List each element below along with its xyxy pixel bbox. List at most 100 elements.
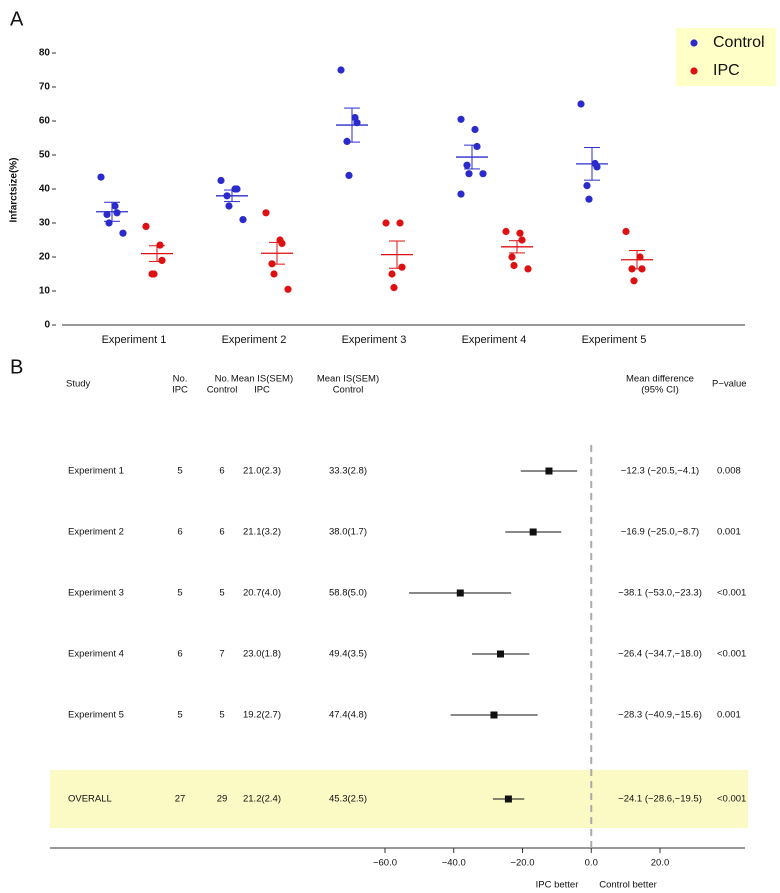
data-point — [457, 190, 465, 198]
estimate — [504, 795, 512, 803]
data-point — [390, 284, 398, 292]
column-header: No. — [215, 374, 230, 385]
data-point — [103, 210, 111, 219]
p-value: <0.001 — [717, 649, 746, 660]
y-tick-label: 70 — [39, 82, 51, 93]
data-point — [270, 270, 278, 278]
legend-label: Control — [713, 34, 765, 51]
y-tick-label: 40 — [39, 184, 51, 195]
n-ipc: 6 — [177, 527, 182, 538]
mean-control: 58.8(5.0) — [329, 588, 367, 599]
data-point — [119, 229, 127, 237]
x-tick-label: −60.0 — [373, 858, 397, 869]
data-point — [398, 263, 406, 271]
x-tick-label: Experiment 3 — [342, 334, 407, 346]
data-point — [113, 209, 121, 217]
n-control: 6 — [219, 527, 224, 538]
estimate — [490, 711, 498, 719]
mean-ipc: 21.1(3.2) — [243, 527, 281, 538]
data-point — [388, 270, 396, 278]
data-point — [577, 100, 585, 108]
mean-control: 45.3(2.5) — [329, 794, 367, 805]
mean-control: 38.0(1.7) — [329, 527, 367, 538]
x-tick-label: −20.0 — [510, 858, 534, 869]
mean-ipc: 20.7(4.0) — [243, 588, 281, 599]
data-point — [278, 239, 286, 247]
data-point — [239, 216, 247, 224]
panel-label: A — [10, 8, 24, 30]
x-tick-label: Experiment 4 — [462, 334, 527, 346]
estimate — [456, 589, 464, 597]
x-tick-label: 20.0 — [651, 858, 670, 869]
n-control: 5 — [219, 710, 224, 721]
y-tick-label: 60 — [39, 116, 51, 127]
overall-highlight — [50, 770, 748, 828]
data-point — [516, 229, 524, 237]
y-axis-label: Infarctsize(%) — [9, 157, 20, 222]
p-value: <0.001 — [717, 588, 746, 599]
column-header: Mean IS(SEM) — [231, 374, 293, 385]
x-tick-label: Experiment 2 — [222, 334, 287, 346]
x-tick-label: −40.0 — [442, 858, 466, 869]
x-tick-label: 0.0 — [585, 858, 598, 869]
data-point — [457, 115, 465, 123]
ci-label: −12.3 (−20.5,−4.1) — [621, 466, 699, 477]
axis-note: Control better — [599, 880, 657, 891]
n-ipc: 6 — [177, 649, 182, 660]
y-tick-label: 20 — [39, 252, 51, 263]
ci-label: −24.1 (−28.6,−19.5) — [618, 794, 702, 805]
mean-control: 33.3(2.8) — [329, 466, 367, 477]
y-tick-label: 0 — [44, 320, 50, 331]
data-point — [524, 265, 532, 273]
y-tick-label: 80 — [39, 48, 51, 59]
mean-ipc: 23.0(1.8) — [243, 649, 281, 660]
estimate — [497, 650, 504, 658]
panel-label: B — [10, 356, 23, 378]
column-header: Control — [333, 385, 364, 396]
legend-marker — [690, 39, 698, 47]
n-ipc: 5 — [177, 710, 182, 721]
estimate — [545, 467, 553, 475]
n-ipc: 5 — [177, 588, 182, 599]
column-header: Control — [207, 385, 238, 396]
n-control: 6 — [219, 466, 224, 477]
study-label: Experiment 3 — [68, 588, 124, 599]
data-point — [343, 137, 351, 145]
study-label: Experiment 2 — [68, 527, 124, 538]
data-point — [284, 285, 292, 293]
ci-label: −26.4 (−34.7,−18.0) — [618, 649, 702, 660]
estimate — [529, 528, 537, 536]
mean-ipc: 21.2(2.4) — [243, 794, 281, 805]
data-point — [479, 170, 487, 178]
study-label: Experiment 4 — [68, 649, 124, 660]
data-point — [518, 236, 526, 244]
column-header: P−value — [712, 379, 747, 390]
data-point — [111, 202, 119, 210]
data-point — [396, 219, 404, 227]
y-tick-label: 50 — [39, 150, 51, 161]
data-point — [636, 253, 644, 261]
data-point — [502, 227, 510, 236]
legend-box — [676, 28, 776, 86]
data-point — [463, 161, 471, 169]
data-point — [225, 202, 233, 210]
axis-note: IPC better — [536, 880, 579, 891]
data-point — [158, 256, 166, 264]
legend-marker — [690, 67, 698, 75]
mean-control: 47.4(4.8) — [329, 710, 367, 721]
study-label: Experiment 5 — [68, 710, 124, 721]
ci-label: −28.3 (−40.9,−15.6) — [618, 710, 702, 721]
column-header: IPC — [172, 385, 188, 396]
data-point — [156, 241, 164, 249]
column-header: (95% CI) — [641, 385, 678, 396]
legend-label: IPC — [713, 62, 740, 79]
data-point — [465, 170, 473, 178]
x-tick-label: Experiment 1 — [102, 334, 167, 346]
y-tick-label: 10 — [39, 286, 51, 297]
n-control: 7 — [219, 649, 224, 660]
data-point — [593, 163, 601, 171]
n-control: 29 — [217, 794, 228, 805]
p-value: 0.001 — [717, 527, 741, 538]
mean-control: 49.4(3.5) — [329, 649, 367, 660]
